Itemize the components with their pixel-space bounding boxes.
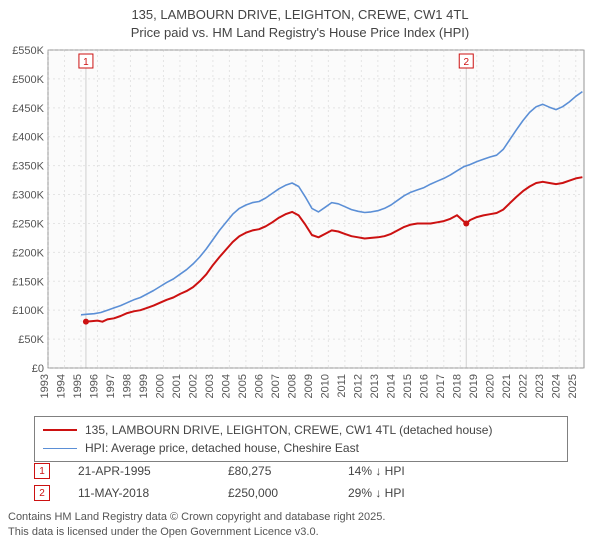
svg-text:2022: 2022 (517, 374, 529, 398)
title-block: 135, LAMBOURN DRIVE, LEIGHTON, CREWE, CW… (0, 0, 600, 41)
line-chart-svg: £0 £50K £100K £150K £200K £250K £300K £350K £400… (8, 46, 592, 406)
svg-text:2004: 2004 (220, 374, 232, 398)
footer-attribution: Contains HM Land Registry data © Crown c… (8, 510, 592, 540)
svg-text:2023: 2023 (534, 374, 546, 398)
svg-text:1998: 1998 (121, 374, 133, 398)
marker-delta: 14% ↓ HPI (348, 464, 405, 478)
svg-text:2010: 2010 (319, 374, 331, 398)
svg-text:1997: 1997 (105, 374, 117, 398)
svg-text:£250K: £250K (12, 218, 44, 230)
svg-text:£100K: £100K (12, 305, 44, 317)
svg-text:£550K: £550K (12, 46, 44, 57)
svg-text:2021: 2021 (501, 374, 513, 398)
svg-text:2011: 2011 (336, 374, 348, 398)
svg-text:2018: 2018 (451, 374, 463, 398)
svg-text:£450K: £450K (12, 103, 44, 115)
svg-text:£0: £0 (32, 363, 44, 375)
legend-swatch (43, 448, 77, 449)
marker-date: 21-APR-1995 (78, 464, 228, 478)
title-line-2: Price paid vs. HM Land Registry's House … (0, 24, 600, 42)
svg-text:2005: 2005 (237, 374, 249, 398)
svg-text:2025: 2025 (567, 374, 579, 398)
svg-text:2020: 2020 (484, 374, 496, 398)
svg-text:2: 2 (463, 57, 469, 68)
svg-text:1994: 1994 (55, 374, 67, 398)
legend-label: HPI: Average price, detached house, Ches… (85, 439, 359, 457)
svg-text:2014: 2014 (385, 374, 397, 398)
marker-row: 2 11-MAY-2018£250,00029% ↓ HPI (34, 482, 568, 504)
svg-text:£150K: £150K (12, 276, 44, 288)
footer-line-1: Contains HM Land Registry data © Crown c… (8, 510, 592, 525)
svg-text:2013: 2013 (369, 374, 381, 398)
svg-text:2001: 2001 (171, 374, 183, 398)
svg-text:2016: 2016 (418, 374, 430, 398)
svg-text:£400K: £400K (12, 132, 44, 144)
legend-item: HPI: Average price, detached house, Ches… (43, 439, 559, 457)
svg-text:1995: 1995 (72, 374, 84, 398)
svg-text:2008: 2008 (286, 374, 298, 398)
svg-text:2006: 2006 (253, 374, 265, 398)
legend-swatch (43, 429, 77, 431)
footer-line-2: This data is licensed under the Open Gov… (8, 525, 592, 540)
svg-text:£350K: £350K (12, 161, 44, 173)
svg-text:£500K: £500K (12, 74, 44, 86)
marker-badge: 2 (34, 485, 50, 501)
chart-container: 135, LAMBOURN DRIVE, LEIGHTON, CREWE, CW… (0, 0, 600, 560)
svg-text:2003: 2003 (204, 374, 216, 398)
title-line-1: 135, LAMBOURN DRIVE, LEIGHTON, CREWE, CW… (0, 6, 600, 24)
svg-text:2009: 2009 (303, 374, 315, 398)
svg-text:1999: 1999 (138, 374, 150, 398)
svg-text:£300K: £300K (12, 190, 44, 202)
marker-price: £250,000 (228, 486, 348, 500)
svg-text:2017: 2017 (435, 374, 447, 398)
svg-text:1996: 1996 (88, 374, 100, 398)
svg-text:2007: 2007 (270, 374, 282, 398)
marker-price: £80,275 (228, 464, 348, 478)
svg-text:£200K: £200K (12, 247, 44, 259)
svg-text:2000: 2000 (154, 374, 166, 398)
svg-text:1: 1 (83, 57, 89, 68)
marker-delta: 29% ↓ HPI (348, 486, 405, 500)
legend-box: 135, LAMBOURN DRIVE, LEIGHTON, CREWE, CW… (34, 416, 568, 462)
legend-label: 135, LAMBOURN DRIVE, LEIGHTON, CREWE, CW… (85, 421, 492, 439)
marker-badge: 1 (34, 463, 50, 479)
svg-text:2024: 2024 (550, 374, 562, 398)
svg-text:2015: 2015 (402, 374, 414, 398)
chart-area: £0 £50K £100K £150K £200K £250K £300K £350K £400… (8, 46, 592, 406)
svg-text:1993: 1993 (39, 374, 51, 398)
marker-row: 1 21-APR-1995£80,27514% ↓ HPI (34, 460, 568, 482)
svg-text:2002: 2002 (187, 374, 199, 398)
legend-item: 135, LAMBOURN DRIVE, LEIGHTON, CREWE, CW… (43, 421, 559, 439)
svg-text:2012: 2012 (352, 374, 364, 398)
marker-date: 11-MAY-2018 (78, 486, 228, 500)
svg-text:2019: 2019 (468, 374, 480, 398)
svg-text:£50K: £50K (18, 334, 44, 346)
marker-table: 1 21-APR-1995£80,27514% ↓ HPI 2 11-MAY-2018… (34, 460, 568, 504)
